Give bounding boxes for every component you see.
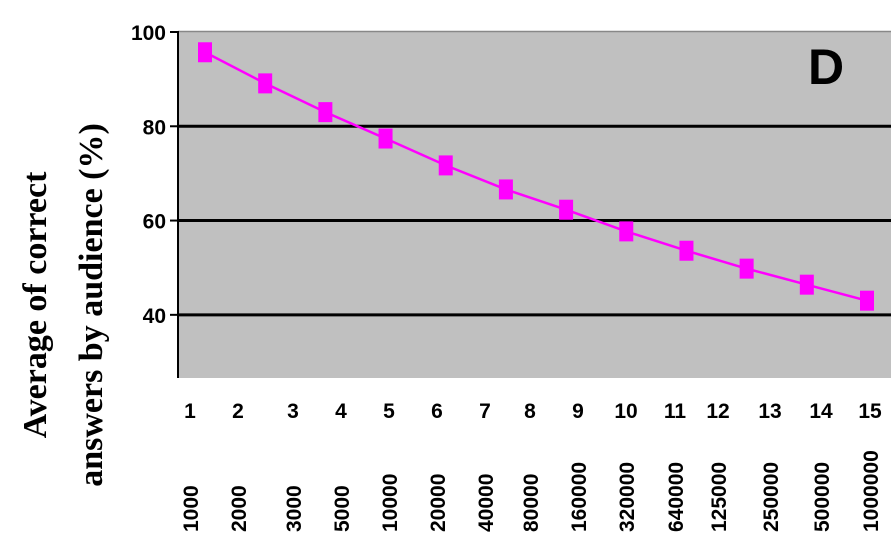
x-category-label: 6 <box>431 400 443 423</box>
x-category-label: 9 <box>572 400 584 423</box>
y-tick-label: 60 <box>143 211 166 234</box>
x-prize-label: 320000 <box>616 462 639 532</box>
x-prize-label: 40000 <box>475 474 498 532</box>
x-category-label: 8 <box>524 400 536 423</box>
x-category-label: 2 <box>232 400 244 423</box>
x-category-label: 4 <box>335 400 347 423</box>
panel-label: D <box>808 39 844 95</box>
x-category-label: 14 <box>809 400 833 423</box>
x-category-label: 13 <box>758 400 781 423</box>
y-tick-label: 100 <box>131 22 166 45</box>
data-point-12 <box>860 290 874 311</box>
x-category-label: 1 <box>184 400 196 423</box>
y-tick-label: 80 <box>143 116 166 139</box>
data-point-9 <box>679 240 694 261</box>
x-prize-label: 640000 <box>665 462 688 532</box>
x-prize-label: 160000 <box>568 462 591 532</box>
y-tick-label: 40 <box>143 305 166 328</box>
x-prize-label: 2000 <box>228 485 251 532</box>
data-point-8 <box>619 221 634 242</box>
x-prize-label: 80000 <box>520 474 543 532</box>
data-point-11 <box>799 274 814 295</box>
data-point-1 <box>198 42 212 63</box>
series-line <box>204 51 868 302</box>
plot-area <box>178 32 891 378</box>
x-prize-label: 3000 <box>283 485 306 532</box>
x-category-label: 11 <box>664 400 687 423</box>
x-prize-label: 5000 <box>331 485 354 532</box>
data-point-4 <box>378 128 393 149</box>
x-prize-label: 20000 <box>427 474 450 532</box>
x-category-label: 10 <box>614 400 637 423</box>
data-point-5 <box>438 155 453 176</box>
x-category-label: 12 <box>706 400 729 423</box>
x-prize-label: 1000 <box>180 485 203 532</box>
x-category-label: 3 <box>287 400 299 423</box>
data-point-7 <box>559 199 574 220</box>
data-point-10 <box>739 258 754 279</box>
y-axis-label-line-1: Average of correct <box>17 171 54 438</box>
x-prize-label: 500000 <box>811 462 834 532</box>
data-point-3 <box>318 102 333 123</box>
data-point-2 <box>258 73 273 94</box>
x-prize-label: 10000 <box>379 474 402 532</box>
x-category-label: 15 <box>858 400 882 423</box>
data-point-6 <box>498 179 513 200</box>
x-prize-label: 250000 <box>760 462 783 532</box>
y-axis-label-line-2: answers by audience (%) <box>73 123 110 487</box>
x-prize-label: 1000000 <box>860 450 883 532</box>
x-category-label: 5 <box>383 400 395 423</box>
x-prize-label: 125000 <box>708 462 731 532</box>
x-category-label: 7 <box>479 400 491 423</box>
